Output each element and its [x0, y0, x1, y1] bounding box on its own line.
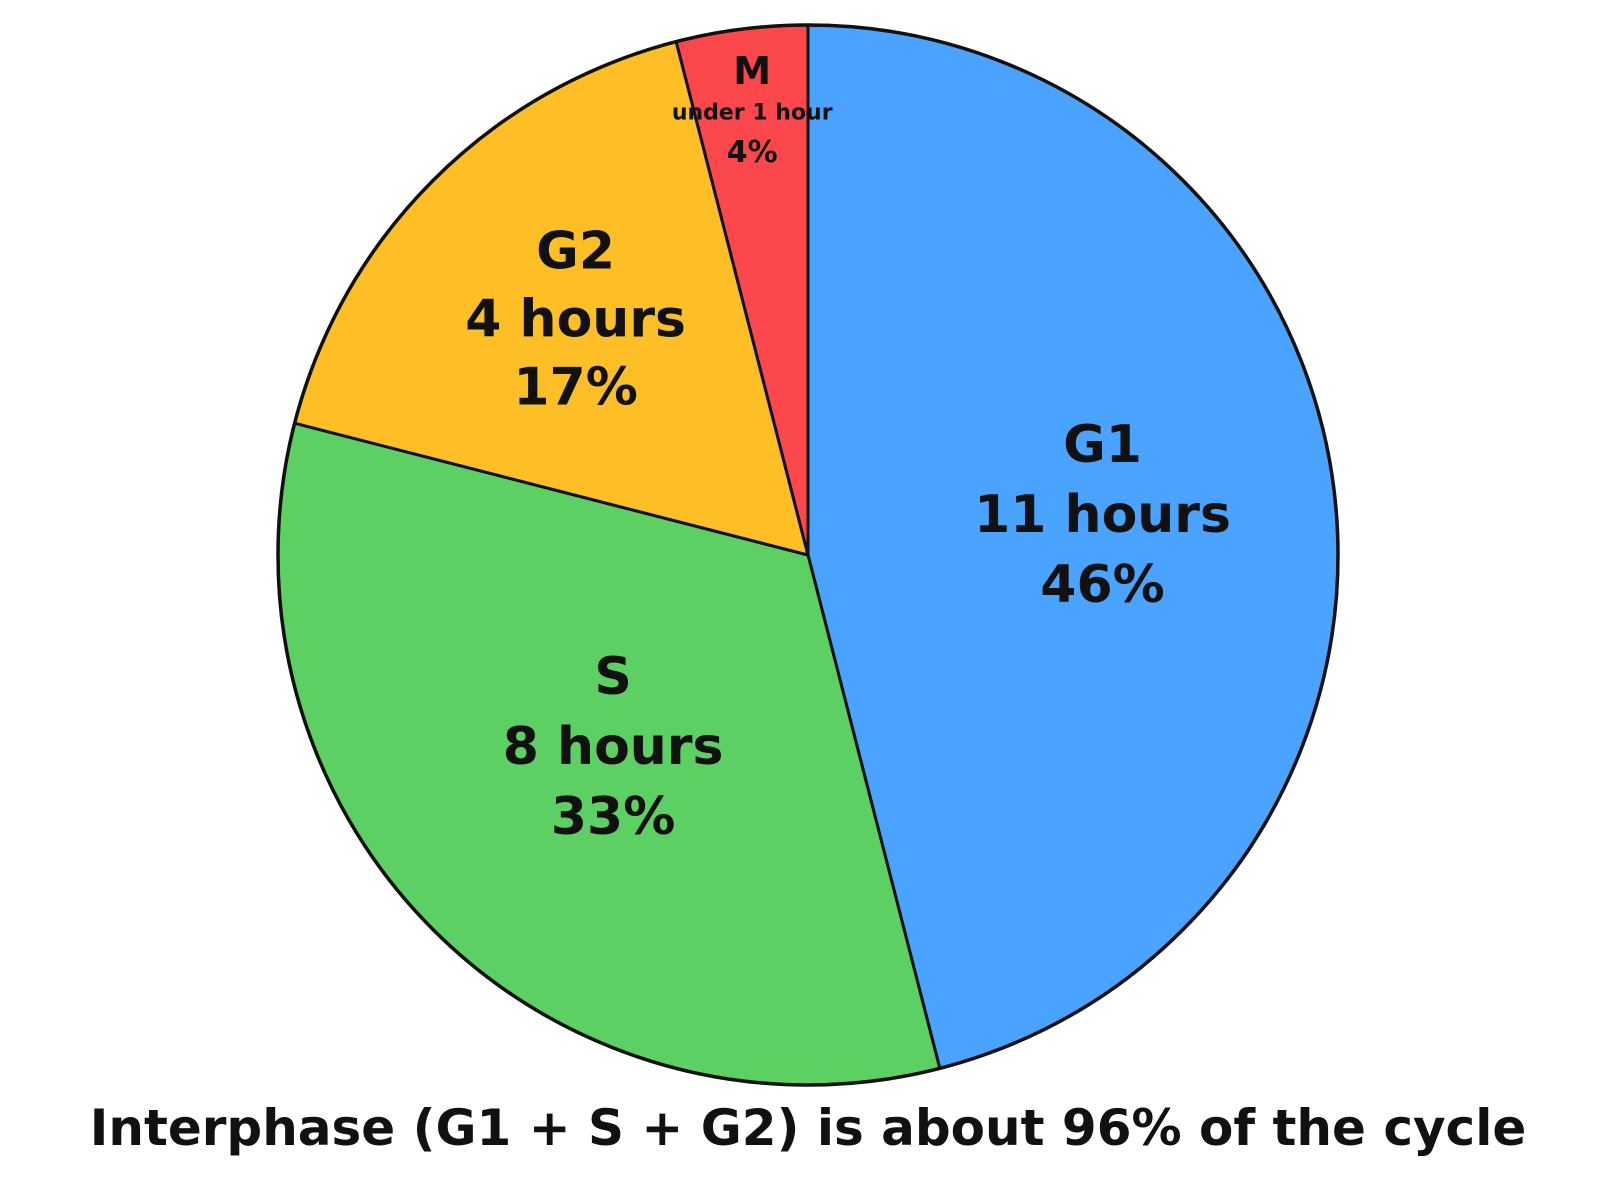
slice-label-g2-percent: 17%	[513, 358, 637, 418]
slice-label-g1-percent: 46%	[1040, 555, 1164, 615]
slice-label-g2-name: G2	[536, 222, 615, 282]
slice-label-g1-name: G1	[1063, 415, 1142, 475]
pie-slices	[276, 23, 1340, 1087]
slice-label-s-name: S	[594, 647, 631, 707]
slice-label-s-duration: 8 hours	[503, 717, 724, 777]
pie-outline	[276, 23, 1340, 1087]
pie-labels: G1 11 hours 46% S 8 hours 33% G2 4 hours 17% Mund…	[465, 49, 1231, 847]
slice-label-m-duration: under 1 hour	[672, 100, 833, 125]
slice-label-g1-duration: 11 hours	[974, 485, 1231, 545]
chart-caption: Interphase (G1 + S + G2) is about 96% of…	[90, 1099, 1527, 1157]
slice-label-m-percent: 4%	[727, 135, 778, 170]
slice-label-s-percent: 33%	[551, 787, 675, 847]
slice-label-m-name: M	[733, 49, 771, 93]
slice-label-g2-duration: 4 hours	[465, 290, 686, 350]
